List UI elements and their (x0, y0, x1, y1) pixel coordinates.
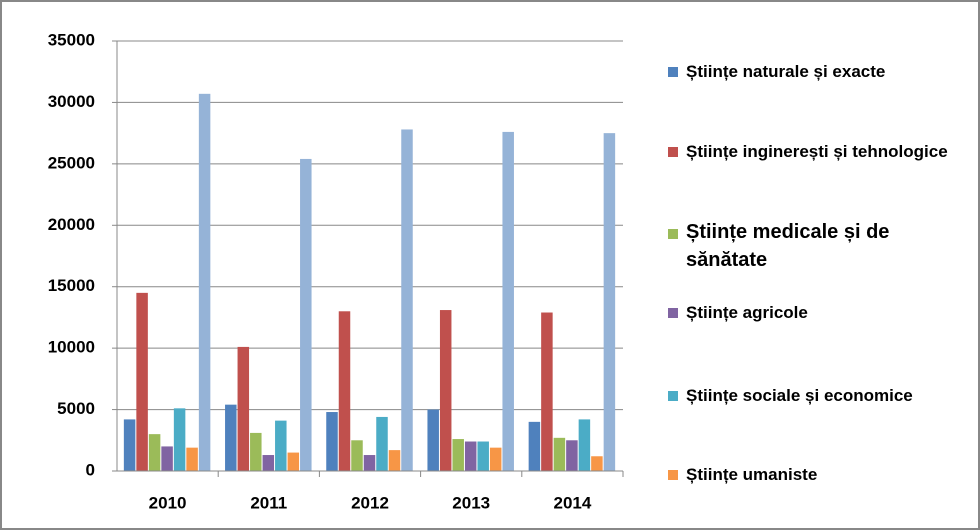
x-tick-label: 2010 (149, 493, 187, 512)
legend-label: Științe sociale și economice (686, 386, 913, 405)
bar (502, 131, 514, 471)
bar (161, 446, 173, 471)
bar (439, 310, 452, 471)
bar (553, 437, 566, 471)
bar (326, 412, 338, 471)
bar (198, 93, 211, 471)
bar (287, 452, 300, 471)
bar (123, 419, 136, 471)
legend-label: Științe agricole (686, 303, 808, 322)
x-tick-label: 2011 (250, 493, 287, 512)
bar (388, 450, 401, 471)
bar (477, 441, 489, 471)
bar (603, 133, 616, 471)
bar (351, 440, 363, 471)
bar (591, 456, 603, 471)
bar (338, 311, 351, 471)
legend-swatch (668, 147, 678, 157)
legend-swatch (668, 470, 678, 480)
bar (376, 416, 388, 471)
legend-swatch (668, 67, 678, 77)
legend-swatch (668, 308, 678, 318)
legend-item: Științe inginerești și tehnologice (668, 136, 968, 168)
y-tick-label: 35000 (48, 30, 95, 49)
legend-label: Științe umaniste (686, 465, 818, 484)
y-tick-label: 0 (86, 460, 95, 479)
legend-label: Științe inginerești și tehnologice (686, 142, 948, 161)
bar (464, 441, 477, 471)
legend-item: Științe agricole (668, 297, 968, 329)
bar (452, 439, 464, 471)
y-tick-label: 15000 (48, 276, 95, 295)
bar (148, 434, 161, 471)
y-tick-label: 5000 (57, 399, 95, 418)
bar (237, 346, 250, 471)
x-tick-label: 2012 (351, 493, 389, 512)
legend-label: Științe medicale și de sănătate (686, 221, 890, 271)
legend-swatch (668, 391, 678, 401)
legend-item: Științe medicale și de sănătate (668, 218, 968, 274)
legend-item: Științe naturale și exacte (668, 56, 968, 88)
y-tick-label: 30000 (48, 92, 95, 111)
bar (401, 129, 413, 471)
legend-label: Științe naturale și exacte (686, 62, 886, 81)
y-tick-label: 25000 (48, 153, 95, 172)
bar (489, 447, 502, 471)
bar (363, 455, 376, 471)
bar (250, 432, 262, 471)
legend-item: Științe sociale și economice (668, 380, 968, 412)
bar (186, 447, 198, 471)
x-tick-label: 2014 (553, 493, 591, 512)
bar (173, 408, 186, 471)
bar (225, 404, 237, 471)
bar (300, 158, 312, 471)
bar (578, 419, 591, 471)
y-tick-label: 20000 (48, 215, 95, 234)
bar (541, 312, 553, 471)
legend-item: Științe umaniste (668, 459, 968, 491)
bar (427, 409, 439, 471)
bar (528, 421, 541, 471)
y-tick-label: 10000 (48, 338, 95, 357)
bar (275, 420, 287, 471)
bar (136, 292, 148, 471)
legend-swatch (668, 229, 678, 239)
bar (262, 455, 275, 471)
bar (566, 440, 578, 471)
x-tick-label: 2013 (452, 493, 490, 512)
